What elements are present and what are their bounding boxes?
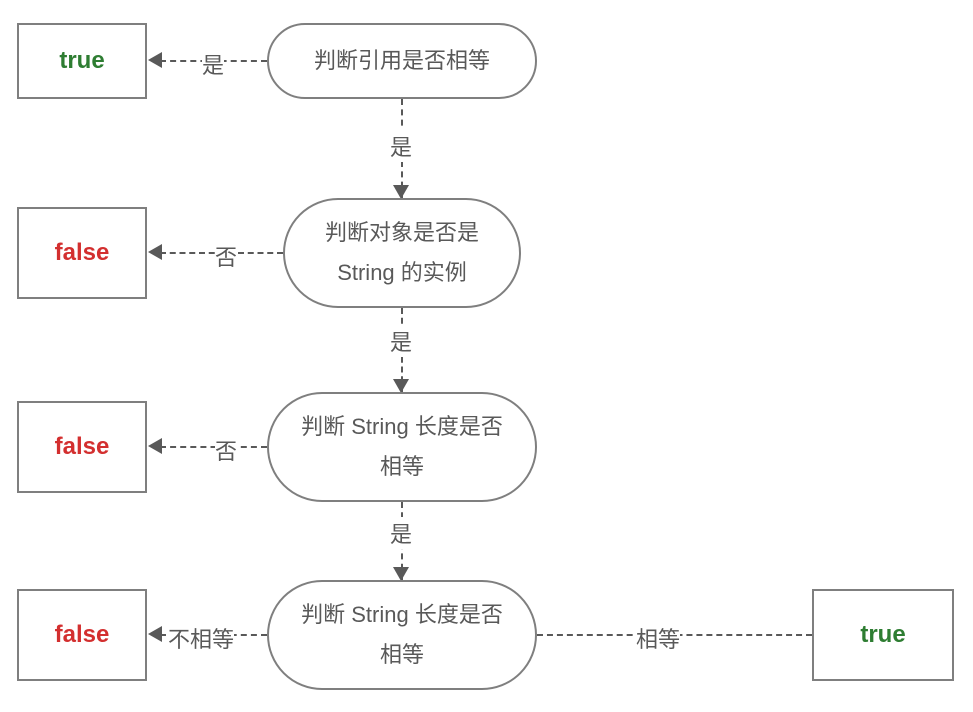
decision-d2: 判断对象是否是String 的实例 (283, 198, 521, 308)
edge-label-e5: 否 (215, 434, 237, 466)
result-r3: false (17, 401, 147, 493)
decision-text: 判断 String 长度是否相等 (301, 407, 503, 486)
edge-label-e1: 是 (202, 48, 224, 80)
arrow-0 (148, 52, 162, 68)
arrow-5 (393, 567, 409, 581)
result-r4: false (17, 589, 147, 681)
result-text: true (860, 621, 905, 649)
arrow-1 (393, 185, 409, 199)
decision-d3: 判断 String 长度是否相等 (267, 392, 537, 502)
edge-label-e4: 是 (390, 325, 412, 357)
edge-label-e8: 相等 (636, 622, 680, 654)
edge-label-e7: 不相等 (168, 622, 234, 654)
result-text: false (55, 621, 110, 649)
edge-label-e6: 是 (390, 517, 412, 549)
decision-d1: 判断引用是否相等 (267, 23, 537, 99)
result-text: false (55, 433, 110, 461)
edge-label-e3: 否 (215, 240, 237, 272)
decision-text: 判断 String 长度是否相等 (301, 595, 503, 674)
flowchart-canvas: 判断引用是否相等判断对象是否是String 的实例判断 String 长度是否相… (0, 0, 973, 712)
arrow-4 (148, 438, 162, 454)
connector-4 (160, 446, 267, 448)
result-r5: true (812, 589, 954, 681)
decision-text: 判断对象是否是String 的实例 (325, 213, 479, 292)
decision-text: 判断引用是否相等 (314, 41, 490, 81)
decision-d4: 判断 String 长度是否相等 (267, 580, 537, 690)
edge-label-e2: 是 (390, 130, 412, 162)
result-r2: false (17, 207, 147, 299)
result-text: false (55, 239, 110, 267)
arrow-6 (148, 626, 162, 642)
arrow-2 (148, 244, 162, 260)
arrow-3 (393, 379, 409, 393)
result-r1: true (17, 23, 147, 99)
result-text: true (59, 47, 104, 75)
